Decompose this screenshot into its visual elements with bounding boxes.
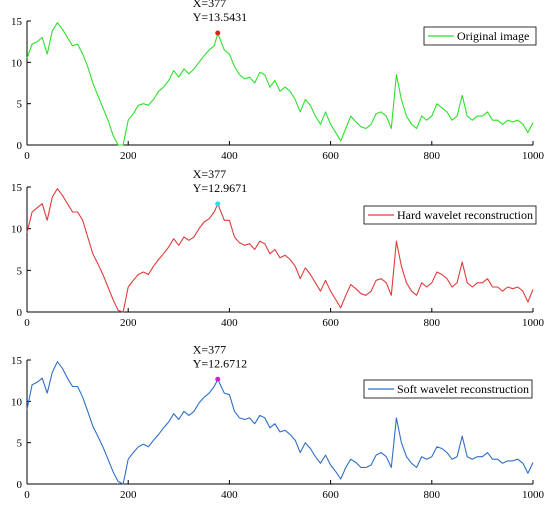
datatip-marker xyxy=(215,376,221,382)
legend: Original image xyxy=(423,26,537,46)
datatip-x-label: X=377 xyxy=(193,167,226,181)
series-line xyxy=(26,22,534,146)
y-tick-label: 15 xyxy=(11,182,23,194)
datatip-y-label: Y=13.5431 xyxy=(193,10,247,24)
y-tick-label: 5 xyxy=(17,438,23,450)
x-tick-label: 0 xyxy=(24,150,30,162)
y-tick-label: 5 xyxy=(17,99,23,111)
series-line xyxy=(26,188,534,313)
y-tick-label: 15 xyxy=(11,355,23,367)
y-tick-label: 15 xyxy=(11,16,23,28)
x-tick-label: 200 xyxy=(120,489,137,501)
x-tick-label: 1000 xyxy=(522,150,545,162)
y-tick-label: 10 xyxy=(11,224,23,236)
legend-box xyxy=(363,205,537,225)
x-tick-label: 600 xyxy=(322,150,339,162)
legend: Hard wavelet reconstruction xyxy=(363,205,537,225)
legend: Soft wavelet reconstruction xyxy=(363,379,533,399)
datatip-x-label: X=377 xyxy=(193,0,226,10)
y-tick-label: 0 xyxy=(17,307,23,319)
legend-label: Soft wavelet reconstruction xyxy=(397,382,529,396)
x-tick-label: 1000 xyxy=(522,317,545,329)
legend-label: Hard wavelet reconstruction xyxy=(397,208,533,222)
x-tick-label: 400 xyxy=(221,489,238,501)
x-tick-label: 800 xyxy=(424,317,441,329)
x-tick-label: 400 xyxy=(221,317,238,329)
legend-box xyxy=(363,379,533,399)
y-tick-label: 0 xyxy=(17,479,23,491)
legend-box xyxy=(423,26,537,46)
x-tick-label: 600 xyxy=(322,489,339,501)
legend-label: Original image xyxy=(457,29,529,43)
x-tick-label: 0 xyxy=(24,317,30,329)
series-line xyxy=(26,361,534,485)
y-tick-label: 10 xyxy=(11,57,23,69)
datatip-x-label: X=377 xyxy=(193,342,226,356)
y-tick-label: 5 xyxy=(17,265,23,277)
datatip-y-label: Y=12.6712 xyxy=(193,356,247,370)
y-tick-label: 10 xyxy=(11,396,23,408)
datatip-y-label: Y=12.9671 xyxy=(193,181,247,195)
x-tick-label: 0 xyxy=(24,489,30,501)
datatip-marker xyxy=(215,201,221,207)
x-tick-label: 600 xyxy=(322,317,339,329)
y-tick-label: 0 xyxy=(17,140,23,152)
x-tick-label: 200 xyxy=(120,317,137,329)
x-tick-label: 800 xyxy=(424,489,441,501)
x-tick-label: 800 xyxy=(424,150,441,162)
x-tick-label: 1000 xyxy=(522,489,545,501)
datatip-marker xyxy=(215,30,221,36)
x-tick-label: 200 xyxy=(120,150,137,162)
x-tick-label: 400 xyxy=(221,150,238,162)
